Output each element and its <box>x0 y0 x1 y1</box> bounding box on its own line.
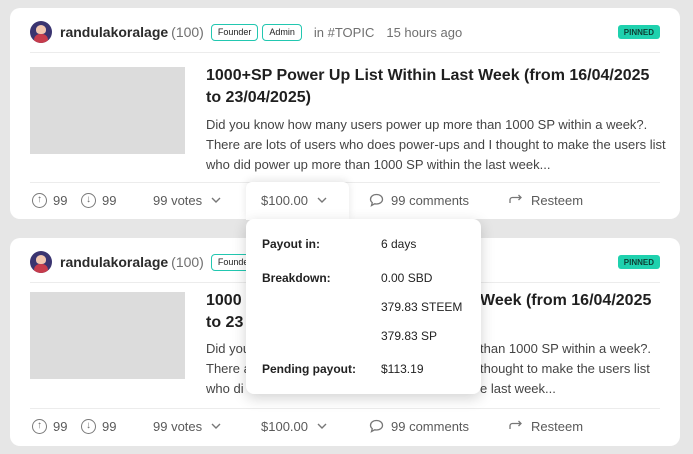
post-excerpt: Did you than 1000 SP within a week?. The… <box>206 339 666 399</box>
post-card: randulakoralage (100) Founder Admin in #… <box>10 8 680 219</box>
votes-label: 99 votes <box>153 192 203 208</box>
post-title[interactable]: 1000+SP Power Up List Within Last Week (… <box>206 65 666 109</box>
payout-dropdown[interactable]: $100.00 <box>261 415 329 437</box>
resteem-label: Resteem <box>531 418 584 434</box>
excerpt-line: Did you know how many users power up mor… <box>206 117 648 132</box>
breakdown-sp: 379.83 SP <box>381 329 438 343</box>
payout-in-label: Payout in: <box>262 237 321 251</box>
breakdown-sbd: 0.00 SBD <box>381 271 433 285</box>
upvote-button[interactable]: ↑ 99 <box>32 189 67 211</box>
breakdown-label: Breakdown: <box>262 271 331 285</box>
post-title-line: to 23 <box>206 314 244 331</box>
comments-count: 99 comments <box>391 192 470 208</box>
divider <box>30 52 660 53</box>
post-footer: ↑ 99 ↓ 99 99 votes <box>32 189 660 211</box>
resteem-button[interactable]: Resteem <box>508 415 583 437</box>
post-title-fragment: Week (from 16/04/2025 <box>480 292 652 309</box>
excerpt-fragment: Did you <box>206 341 251 356</box>
excerpt-fragment: e last week... <box>480 381 556 396</box>
upvote-button[interactable]: ↑ 99 <box>32 415 67 437</box>
payout-value: $100.00 <box>261 418 308 434</box>
post-excerpt: Did you know how many users power up mor… <box>206 115 666 175</box>
excerpt-line: There a thought to make the users list <box>206 359 666 379</box>
votes-dropdown[interactable]: 99 votes <box>153 189 223 211</box>
topic-link[interactable]: in #TOPIC <box>313 24 375 40</box>
comments-count: 99 comments <box>391 418 470 434</box>
votes-label: 99 votes <box>153 418 203 434</box>
pinned-badge: PINNED <box>617 255 660 269</box>
downvote-button[interactable]: ↓ 99 <box>81 189 116 211</box>
post-title-line: 1000 Week (from 16/04/2025 <box>206 290 666 312</box>
chevron-down-icon <box>211 423 221 429</box>
downvote-count: 99 <box>102 192 117 208</box>
excerpt-fragment: There a <box>206 361 251 376</box>
author-name[interactable]: randulakoralage <box>60 24 169 40</box>
admin-badge: Admin <box>262 23 302 41</box>
author-reputation: (100) <box>171 254 204 270</box>
payout-popup: Payout in: 6 days Breakdown: 0.00 SBD 37… <box>246 219 481 394</box>
excerpt-line: There are lots of users who does power-u… <box>206 137 666 152</box>
author-reputation: (100) <box>171 24 204 40</box>
excerpt-line: who did power up more than 1000 SP withi… <box>206 157 551 172</box>
chevron-down-icon <box>317 423 327 429</box>
post-title-line: 1000+SP Power Up List Within Last Week (… <box>206 67 650 84</box>
post-footer-actions: $100.00 99 comments Resteem <box>32 189 672 211</box>
upvote-icon: ↑ <box>32 192 47 208</box>
downvote-icon: ↓ <box>81 192 96 208</box>
post-title-line: to 23/04/2025) <box>206 89 311 106</box>
post-thumbnail[interactable] <box>30 67 185 154</box>
resteem-icon <box>509 194 522 203</box>
resteem-button[interactable]: Resteem <box>508 189 583 211</box>
payout-dropdown-active[interactable] <box>246 182 349 220</box>
post-header: randulakoralage (100) Founder Admin in #… <box>30 20 660 44</box>
comments-link[interactable]: 99 comments <box>369 189 469 211</box>
avatar[interactable] <box>30 21 52 43</box>
excerpt-fragment: thought to make the users list <box>480 361 650 376</box>
downvote-icon: ↓ <box>81 418 96 434</box>
author-name[interactable]: randulakoralage <box>60 254 169 270</box>
payout-in-value: 6 days <box>381 237 417 251</box>
excerpt-fragment: than 1000 SP within a week?. <box>480 341 652 356</box>
post-title-fragment: 1000 <box>206 292 242 309</box>
chevron-down-icon <box>317 197 327 203</box>
payout-dropdown[interactable]: $100.00 <box>261 189 329 211</box>
avatar[interactable] <box>30 251 52 273</box>
payout-value: $100.00 <box>261 192 308 208</box>
post-footer: ↑ 99 ↓ 99 99 votes $100.00 99 comments R… <box>32 415 660 437</box>
divider <box>30 408 660 409</box>
comments-link[interactable]: 99 comments <box>369 415 469 437</box>
upvote-count: 99 <box>53 192 68 208</box>
upvote-count: 99 <box>53 418 68 434</box>
excerpt-fragment: who di <box>206 381 244 396</box>
excerpt-line: who di e last week... <box>206 379 666 399</box>
chevron-down-icon <box>211 197 221 203</box>
resteem-label: Resteem <box>531 192 584 208</box>
post-time: 15 hours ago <box>386 24 463 40</box>
comment-icon <box>369 419 384 433</box>
votes-dropdown[interactable]: 99 votes <box>153 415 223 437</box>
post-title[interactable]: 1000 Week (from 16/04/2025 to 23 <box>206 290 666 334</box>
pinned-badge: PINNED <box>617 25 660 39</box>
pending-payout-value: $113.19 <box>381 362 424 376</box>
upvote-icon: ↑ <box>32 418 47 434</box>
comment-icon <box>369 193 384 207</box>
downvote-count: 99 <box>102 418 117 434</box>
post-thumbnail[interactable] <box>30 292 185 379</box>
excerpt-line: Did you than 1000 SP within a week?. <box>206 339 666 359</box>
breakdown-steem: 379.83 STEEM <box>381 300 463 314</box>
downvote-button[interactable]: ↓ 99 <box>81 415 116 437</box>
post-header: randulakoralage (100) Founder PINNED <box>30 250 660 274</box>
resteem-icon <box>509 420 522 429</box>
founder-badge: Founder <box>210 23 259 41</box>
pending-payout-label: Pending payout: <box>262 362 356 376</box>
